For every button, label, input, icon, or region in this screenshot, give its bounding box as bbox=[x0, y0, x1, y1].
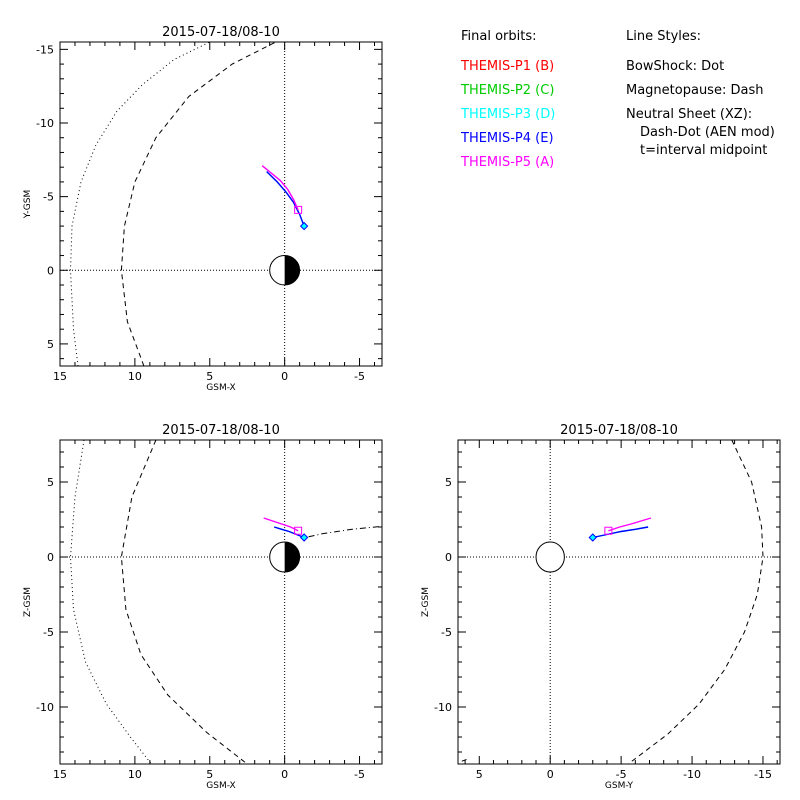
x-tick-label: 10 bbox=[128, 370, 142, 383]
legend-style-dashdot: Dash-Dot (AEN mod) bbox=[640, 125, 775, 140]
x-tick-label: -5 bbox=[354, 370, 365, 383]
series-magnetopause bbox=[120, 440, 248, 764]
x-tick-label: 5 bbox=[476, 768, 483, 781]
plot-area bbox=[60, 440, 382, 764]
legend-style-midpoint: t=interval midpoint bbox=[640, 143, 767, 158]
x-tick-label: -5 bbox=[616, 768, 627, 781]
x-tick-label: 15 bbox=[53, 768, 67, 781]
y-tick-label: 5 bbox=[445, 476, 452, 489]
legend-orbits-heading: Final orbits: bbox=[461, 29, 537, 44]
earth-icon bbox=[269, 255, 301, 286]
x-tick-label: 5 bbox=[206, 370, 213, 383]
legend-style-magnetopause: Magnetopause: Dash bbox=[626, 83, 763, 98]
y-tick-label: -10 bbox=[434, 701, 452, 714]
y-tick-label: -15 bbox=[36, 43, 54, 56]
legend-probe-p2: THEMIS-P2 (C) bbox=[460, 83, 554, 98]
legend-style-bowshock: BowShock: Dot bbox=[626, 59, 724, 74]
earth-icon bbox=[269, 541, 301, 573]
y-tick-label: -5 bbox=[441, 626, 452, 639]
x-tick-label: 10 bbox=[128, 768, 142, 781]
plot-area bbox=[60, 42, 382, 366]
plot-title: 2015-07-18/08-10 bbox=[560, 423, 678, 438]
x-tick-label: -15 bbox=[754, 768, 772, 781]
legend-line-styles: Line Styles: BowShock: Dot Magnetopause:… bbox=[626, 29, 775, 158]
y-tick-label: -5 bbox=[43, 626, 54, 639]
marker-midpoint-square bbox=[294, 205, 303, 214]
legend-style-neutral-sheet: Neutral Sheet (XZ): bbox=[626, 107, 752, 122]
x-tick-label: -10 bbox=[683, 768, 701, 781]
marker-start-diamond bbox=[588, 533, 597, 542]
legend-probe-p3: THEMIS-P3 (D) bbox=[460, 107, 555, 122]
y-tick-label: -10 bbox=[36, 701, 54, 714]
marker-midpoint-square bbox=[294, 526, 303, 535]
series-themis-p5-a bbox=[608, 517, 652, 532]
legend-probe-p5: THEMIS-P5 (A) bbox=[460, 155, 554, 170]
panel-yz: 2015-07-18/08-10 5 0 -5 -10 -15 -10 -5 0 5 GSM-Y Z-… bbox=[421, 423, 781, 791]
plot-title: 2015-07-18/08-10 bbox=[162, 25, 280, 40]
plot-title: 2015-07-18/08-10 bbox=[162, 423, 280, 438]
y-axis-label: Z-GSM bbox=[23, 587, 33, 617]
marker-start-diamond bbox=[299, 221, 309, 231]
series-neutral-sheet bbox=[308, 525, 382, 538]
y-tick-label: 5 bbox=[47, 338, 54, 351]
y-tick-label: 0 bbox=[47, 551, 54, 564]
x-axis-label: GSM-Y bbox=[605, 781, 634, 791]
series-themis-p4-e bbox=[273, 526, 305, 539]
y-tick-label: 0 bbox=[47, 264, 54, 277]
x-tick-label: 0 bbox=[281, 768, 288, 781]
legend-probe-p1: THEMIS-P1 (B) bbox=[460, 59, 554, 74]
series-themis-p5-a bbox=[261, 165, 299, 211]
plot-frame bbox=[59, 41, 383, 367]
y-axis-label: Y-GSM bbox=[23, 190, 33, 219]
legend-styles-heading: Line Styles: bbox=[626, 29, 701, 44]
y-axis-label: Z-GSM bbox=[421, 587, 431, 617]
series-magnetopause bbox=[627, 440, 764, 764]
x-tick-label: 0 bbox=[547, 768, 554, 781]
series-themis-p4-e bbox=[266, 171, 305, 227]
series-themis-p5-a bbox=[263, 517, 299, 532]
marker-midpoint-square bbox=[604, 526, 613, 535]
x-tick-label: 5 bbox=[206, 768, 213, 781]
y-tick-label: -5 bbox=[43, 191, 54, 204]
series-themis-p4-e bbox=[592, 526, 649, 539]
y-tick-label: -10 bbox=[36, 117, 54, 130]
x-axis-label: GSM-X bbox=[206, 781, 235, 791]
x-tick-label: -5 bbox=[354, 768, 365, 781]
legend-probe-p4: THEMIS-P4 (E) bbox=[460, 131, 554, 146]
x-tick-label: 0 bbox=[281, 370, 288, 383]
earth-icon bbox=[535, 541, 565, 573]
plot-area bbox=[458, 440, 780, 764]
y-tick-label: 0 bbox=[445, 551, 452, 564]
x-tick-label: 15 bbox=[53, 370, 67, 383]
marker-start-diamond bbox=[299, 533, 309, 542]
x-axis-label: GSM-X bbox=[206, 383, 235, 393]
legend-orbits: Final orbits: THEMIS-P1 (B) THEMIS-P2 (C… bbox=[460, 29, 555, 170]
series-magnetopause bbox=[120, 42, 276, 366]
y-tick-label: 5 bbox=[47, 476, 54, 489]
